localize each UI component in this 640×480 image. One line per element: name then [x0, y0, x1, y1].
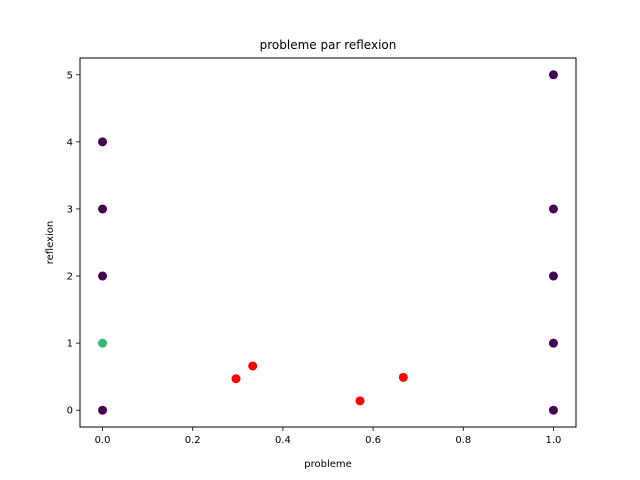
- scatter-point: [548, 338, 558, 348]
- scatter-point: [231, 374, 241, 384]
- x-tick-label: 0.0: [95, 435, 111, 446]
- y-tick-label: 1: [67, 339, 73, 350]
- axis-ticks: 0.0 0.2 0.4 0.6 0.8 1.0 0 1 2 3 4 5: [67, 70, 562, 446]
- scatter-point: [98, 204, 108, 214]
- y-tick-label: 5: [67, 70, 73, 81]
- x-tick-label: 0.6: [365, 435, 381, 446]
- y-tick-label: 3: [67, 204, 73, 215]
- y-tick-label: 0: [67, 406, 73, 417]
- y-tick-label: 2: [67, 272, 73, 283]
- scatter-point: [248, 361, 258, 371]
- scatter-point: [355, 396, 365, 406]
- scatter-point: [548, 70, 558, 80]
- x-tick-label: 0.4: [275, 435, 291, 446]
- plot-area-frame: [79, 57, 577, 428]
- scatter-point: [98, 271, 108, 281]
- scatter-point: [98, 405, 108, 415]
- chart-title: probleme par reflexion: [260, 38, 397, 52]
- x-axis-label: probleme: [304, 459, 352, 470]
- data-points: [98, 70, 558, 415]
- x-tick-label: 0.2: [185, 435, 201, 446]
- scatter-point: [98, 137, 108, 147]
- y-axis-label: reflexion: [45, 221, 56, 264]
- scatter-point: [548, 204, 558, 214]
- scatter-point: [548, 271, 558, 281]
- x-tick-label: 0.8: [455, 435, 471, 446]
- x-tick-label: 1.0: [546, 435, 562, 446]
- scatter-point: [548, 405, 558, 415]
- y-tick-label: 4: [67, 137, 73, 148]
- scatter-point: [398, 372, 408, 382]
- scatter-point: [98, 338, 108, 348]
